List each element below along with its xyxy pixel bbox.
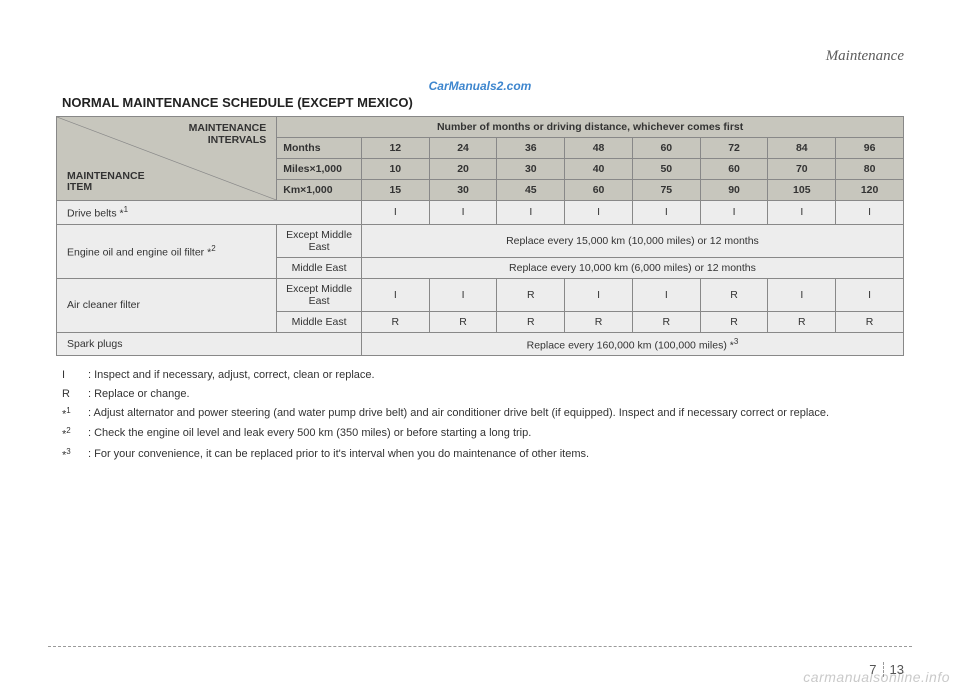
unit-value: 60 (632, 138, 700, 159)
data-cell: I (565, 278, 633, 311)
data-cell: I (632, 278, 700, 311)
note-key: *2 (62, 426, 88, 443)
unit-value: 75 (632, 180, 700, 201)
maintenance-table: MAINTENANCEINTERVALS MAINTENANCEITEM Numbe… (56, 116, 904, 356)
merged-cell: Replace every 160,000 km (100,000 miles)… (361, 332, 903, 356)
unit-label: Km×1,000 (277, 180, 362, 201)
note-item: I: Inspect and if necessary, adjust, cor… (62, 368, 904, 383)
section-title: NORMAL MAINTENANCE SCHEDULE (EXCEPT MEXI… (56, 95, 904, 110)
unit-value: 15 (361, 180, 429, 201)
data-cell: R (768, 311, 836, 332)
unit-value: 80 (836, 159, 904, 180)
data-cell: I (361, 278, 429, 311)
span-header: Number of months or driving distance, wh… (277, 117, 904, 138)
unit-label: Miles×1,000 (277, 159, 362, 180)
corner-cell: MAINTENANCEINTERVALS MAINTENANCEITEM (57, 117, 277, 201)
unit-value: 30 (497, 159, 565, 180)
note-text: : Adjust alternator and power steering (… (88, 406, 829, 423)
merged-cell: Replace every 15,000 km (10,000 miles) o… (361, 224, 903, 257)
note-text: : Check the engine oil level and leak ev… (88, 426, 531, 443)
merged-cell: Replace every 10,000 km (6,000 miles) or… (361, 257, 903, 278)
sub-label: Middle East (277, 311, 362, 332)
note-text: : Replace or change. (88, 387, 190, 402)
notes: I: Inspect and if necessary, adjust, cor… (56, 368, 904, 463)
unit-value: 90 (700, 180, 768, 201)
note-item: *3: For your convenience, it can be repl… (62, 447, 904, 464)
data-cell: R (836, 311, 904, 332)
unit-value: 105 (768, 180, 836, 201)
corner-lower-label: MAINTENANCEITEM (67, 171, 145, 194)
data-cell: I (497, 201, 565, 225)
unit-value: 45 (497, 180, 565, 201)
data-cell: R (700, 278, 768, 311)
unit-value: 20 (429, 159, 497, 180)
note-key: I (62, 368, 88, 383)
unit-value: 10 (361, 159, 429, 180)
unit-value: 70 (768, 159, 836, 180)
unit-value: 96 (836, 138, 904, 159)
row-label: Air cleaner filter (57, 278, 277, 332)
note-text: : For your convenience, it can be replac… (88, 447, 589, 464)
data-cell: I (565, 201, 633, 225)
sub-label: Middle East (277, 257, 362, 278)
unit-value: 84 (768, 138, 836, 159)
corner-upper-label: MAINTENANCEINTERVALS (189, 123, 267, 146)
data-cell: R (632, 311, 700, 332)
unit-value: 60 (565, 180, 633, 201)
data-cell: I (429, 278, 497, 311)
note-key: R (62, 387, 88, 402)
note-item: *1: Adjust alternator and power steering… (62, 406, 904, 423)
note-text: : Inspect and if necessary, adjust, corr… (88, 368, 375, 383)
data-cell: I (768, 201, 836, 225)
unit-value: 30 (429, 180, 497, 201)
table-body: Drive belts *1IIIIIIIIEngine oil and eng… (57, 201, 904, 356)
row-label: Drive belts *1 (57, 201, 362, 225)
unit-value: 60 (700, 159, 768, 180)
unit-value: 48 (565, 138, 633, 159)
unit-value: 40 (565, 159, 633, 180)
data-cell: I (429, 201, 497, 225)
data-cell: I (836, 278, 904, 311)
data-cell: R (700, 311, 768, 332)
unit-value: 24 (429, 138, 497, 159)
note-key: *3 (62, 447, 88, 464)
data-cell: R (497, 278, 565, 311)
data-cell: R (497, 311, 565, 332)
data-cell: R (361, 311, 429, 332)
sub-label: Except Middle East (277, 278, 362, 311)
unit-value: 36 (497, 138, 565, 159)
data-cell: R (565, 311, 633, 332)
data-cell: R (429, 311, 497, 332)
unit-value: 12 (361, 138, 429, 159)
watermark-bottom: carmanualsonline.info (803, 669, 950, 685)
note-key: *1 (62, 406, 88, 423)
data-cell: I (632, 201, 700, 225)
watermark-top: CarManuals2.com (56, 79, 904, 93)
data-cell: I (361, 201, 429, 225)
breadcrumb: Maintenance (56, 48, 904, 65)
unit-value: 50 (632, 159, 700, 180)
row-label: Spark plugs (57, 332, 362, 356)
row-label: Engine oil and engine oil filter *2 (57, 224, 277, 278)
footer-divider (48, 646, 912, 647)
sub-label: Except Middle East (277, 224, 362, 257)
data-cell: I (768, 278, 836, 311)
unit-value: 72 (700, 138, 768, 159)
data-cell: I (700, 201, 768, 225)
unit-label: Months (277, 138, 362, 159)
unit-value: 120 (836, 180, 904, 201)
data-cell: I (836, 201, 904, 225)
note-item: R: Replace or change. (62, 387, 904, 402)
note-item: *2: Check the engine oil level and leak … (62, 426, 904, 443)
table-head: MAINTENANCEINTERVALS MAINTENANCEITEM Numbe… (57, 117, 904, 201)
